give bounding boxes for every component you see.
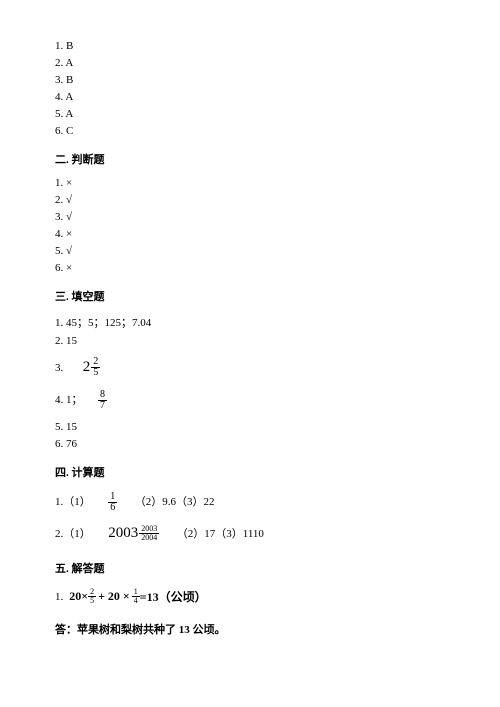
judge-6: 6. × [55, 262, 445, 274]
fill-4-fraction: 8 7 [98, 390, 107, 411]
calc-1-p1: 1.（1） [55, 496, 91, 508]
eq-b: + 20 × [98, 589, 130, 604]
eq-frac1: 2 5 [88, 588, 96, 605]
fill-3: 3. 2 2 5 [55, 357, 445, 378]
choice-4: 4. A [55, 91, 445, 103]
eq-a: 20× [69, 589, 88, 604]
judge-1: 1. × [55, 177, 445, 189]
section5-solve-answers: 1. 20× 2 5 + 20 × 1 4 =13（公顷） 答：苹果树和梨树共种… [55, 588, 445, 637]
solve-1-equation: 20× 2 5 + 20 × 1 4 =13（公顷） [69, 588, 206, 605]
solve-1-answer: 答：苹果树和梨树共种了 13 公顷。 [55, 621, 445, 637]
calc-2: 2.（1） 2003 2003 2004 （2）17（3）1110 [55, 525, 445, 542]
eq-frac2: 1 4 [132, 588, 140, 605]
section2-judgment-answers: 1. × 2. √ 3. √ 4. × 5. √ 6. × [55, 177, 445, 274]
fill-3-prefix: 3. [55, 362, 63, 374]
judge-5: 5. √ [55, 245, 445, 257]
eq-c: =13（公顷） [140, 588, 207, 605]
calc-2-p1: 2.（1） [55, 528, 91, 540]
fill-4-den: 7 [98, 401, 107, 411]
fill-3-fraction: 2 2 5 [83, 357, 101, 378]
calc-1-p2: （2）9.6（3）22 [135, 496, 215, 508]
calc-2-whole: 2003 [108, 525, 138, 542]
choice-2: 2. A [55, 57, 445, 69]
calc-2-fraction: 2003 2003 2004 [108, 525, 159, 542]
fill-5: 5. 15 [55, 421, 445, 433]
calc-1: 1.（1） 1 6 （2）9.6（3）22 [55, 492, 445, 513]
choice-6: 6. C [55, 125, 445, 137]
judge-3: 3. √ [55, 211, 445, 223]
section4-calc-answers: 1.（1） 1 6 （2）9.6（3）22 2.（1） 2003 2003 20… [55, 492, 445, 542]
fill-3-whole: 2 [83, 359, 91, 376]
fill-6: 6. 76 [55, 438, 445, 450]
section3-title: 三. 填空题 [55, 288, 445, 304]
calc-2-p2: （2）17（3）1110 [177, 528, 264, 540]
judge-4: 4. × [55, 228, 445, 240]
eq-f1-den: 5 [88, 597, 96, 605]
solve-1-prefix: 1. [55, 591, 63, 603]
section3-fill-answers: 1. 45；5；125；7.04 2. 15 3. 2 2 5 4. 1； 8 … [55, 314, 445, 450]
fill-3-den: 5 [91, 368, 100, 378]
fill-2: 2. 15 [55, 335, 445, 347]
section1-choice-answers: 1. B 2. A 3. B 4. A 5. A 6. C [55, 40, 445, 137]
section2-title: 二. 判断题 [55, 151, 445, 167]
fill-4: 4. 1； 8 7 [55, 390, 445, 411]
calc-1-den: 6 [108, 503, 117, 513]
solve-1: 1. 20× 2 5 + 20 × 1 4 =13（公顷） [55, 588, 445, 605]
choice-5: 5. A [55, 108, 445, 120]
section4-title: 四. 计算题 [55, 464, 445, 480]
eq-f2-den: 4 [132, 597, 140, 605]
choice-1: 1. B [55, 40, 445, 52]
calc-1-fraction: 1 6 [108, 492, 117, 513]
choice-3: 3. B [55, 74, 445, 86]
section5-title: 五. 解答题 [55, 560, 445, 576]
calc-2-den: 2004 [139, 534, 159, 542]
judge-2: 2. √ [55, 194, 445, 206]
fill-1: 1. 45；5；125；7.04 [55, 314, 445, 330]
fill-4-prefix: 4. 1； [55, 394, 83, 406]
